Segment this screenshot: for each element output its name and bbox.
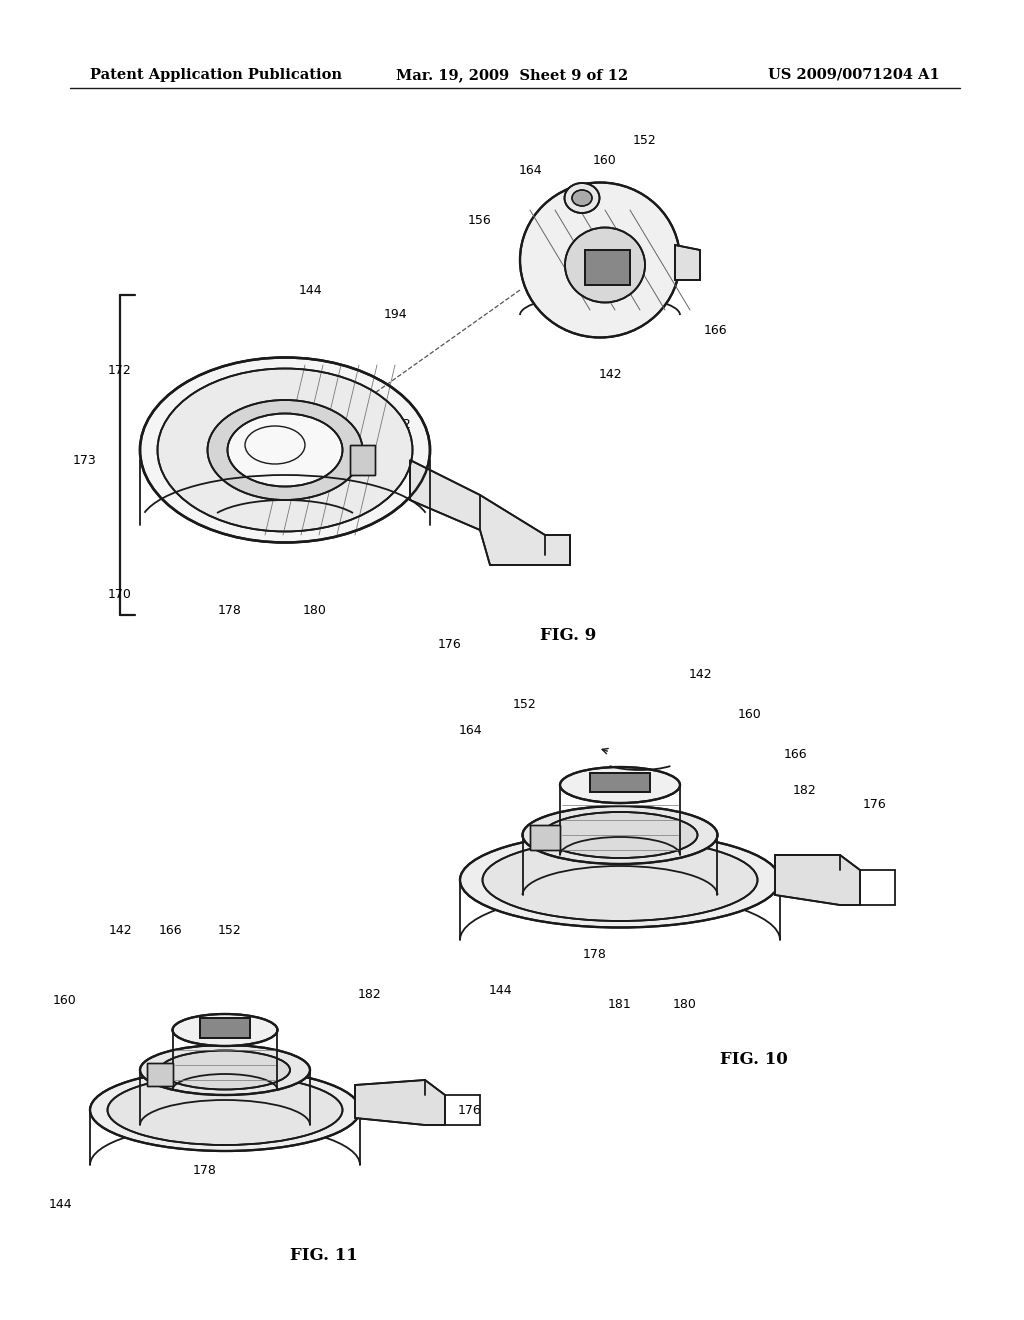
Ellipse shape [460,833,780,928]
Text: 152: 152 [218,924,242,936]
Ellipse shape [140,358,430,543]
Text: 173: 173 [73,454,97,466]
Text: 178: 178 [218,603,242,616]
Text: FIG. 10: FIG. 10 [720,1052,787,1068]
Polygon shape [590,774,650,792]
Ellipse shape [560,767,680,803]
Ellipse shape [572,190,592,206]
Text: FIG. 9: FIG. 9 [540,627,596,644]
Polygon shape [775,855,860,906]
Ellipse shape [172,1014,278,1045]
Text: 160: 160 [53,994,77,1006]
Ellipse shape [208,400,362,500]
Polygon shape [200,1018,250,1038]
Polygon shape [355,1080,445,1125]
Text: 142: 142 [109,924,132,936]
Polygon shape [147,1063,173,1086]
Text: 184: 184 [568,849,592,862]
Ellipse shape [140,1045,310,1096]
Polygon shape [530,825,560,850]
Text: US 2009/0071204 A1: US 2009/0071204 A1 [768,69,940,82]
Ellipse shape [564,183,599,213]
Polygon shape [410,459,570,565]
Text: 164: 164 [458,723,482,737]
Text: 176: 176 [438,639,462,652]
Text: 184: 184 [258,424,282,437]
Text: 194: 194 [383,309,407,322]
Polygon shape [675,246,700,280]
Ellipse shape [227,413,342,487]
Text: 176: 176 [863,799,887,812]
Text: Patent Application Publication: Patent Application Publication [90,69,342,82]
Ellipse shape [520,182,680,338]
Text: FIG. 11: FIG. 11 [290,1246,357,1263]
Text: 142: 142 [688,668,712,681]
Text: 152: 152 [513,698,537,711]
Text: 180: 180 [303,603,327,616]
Text: 144: 144 [298,284,322,297]
Text: 184: 184 [154,1089,177,1101]
Text: 152: 152 [633,133,656,147]
Ellipse shape [543,812,697,858]
Text: 172: 172 [109,363,132,376]
Text: 164: 164 [239,1064,262,1077]
Polygon shape [350,445,375,475]
Text: 170: 170 [109,589,132,602]
Text: 144: 144 [488,983,512,997]
Text: Mar. 19, 2009  Sheet 9 of 12: Mar. 19, 2009 Sheet 9 of 12 [396,69,628,82]
Text: 164: 164 [518,164,542,177]
Text: 178: 178 [194,1163,217,1176]
Ellipse shape [482,840,758,921]
Polygon shape [585,249,630,285]
Ellipse shape [158,368,413,532]
Ellipse shape [565,227,645,302]
Ellipse shape [522,807,718,865]
Text: 182: 182 [794,784,817,796]
Text: 160: 160 [738,709,762,722]
Text: 182: 182 [358,989,382,1002]
Ellipse shape [160,1051,290,1089]
Text: 156: 156 [468,214,492,227]
Text: 144: 144 [48,1199,72,1212]
Text: 180: 180 [673,998,697,1011]
Text: 160: 160 [593,153,616,166]
Text: 178: 178 [583,949,607,961]
Text: 142: 142 [598,368,622,381]
Text: 166: 166 [158,924,182,936]
Ellipse shape [108,1074,342,1144]
Text: 181: 181 [608,998,632,1011]
Ellipse shape [90,1069,360,1151]
Text: 166: 166 [703,323,727,337]
Text: 166: 166 [783,748,807,762]
Text: 182: 182 [388,418,412,432]
Text: 176: 176 [458,1104,482,1117]
